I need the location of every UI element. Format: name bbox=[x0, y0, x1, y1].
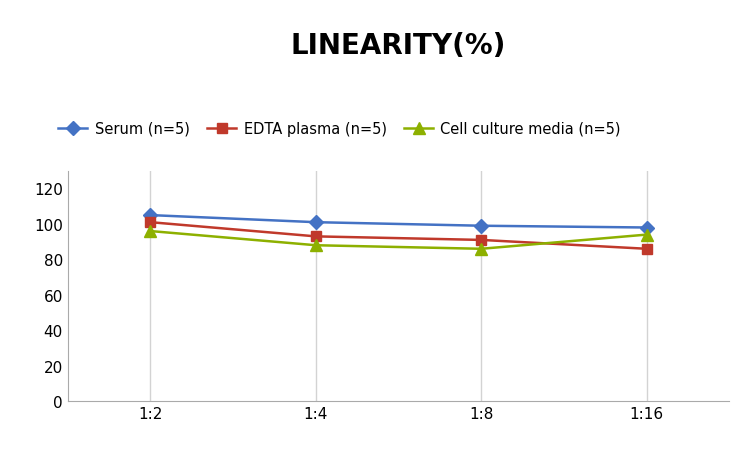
EDTA plasma (n=5) bbox=[146, 220, 155, 226]
Line: Serum (n=5): Serum (n=5) bbox=[146, 211, 651, 233]
Serum (n=5) bbox=[146, 213, 155, 218]
Cell culture media (n=5) bbox=[477, 247, 486, 252]
EDTA plasma (n=5) bbox=[642, 247, 651, 252]
Serum (n=5) bbox=[311, 220, 320, 226]
Text: LINEARITY(%): LINEARITY(%) bbox=[291, 32, 506, 60]
Line: EDTA plasma (n=5): EDTA plasma (n=5) bbox=[146, 218, 651, 254]
Cell culture media (n=5) bbox=[146, 229, 155, 234]
Cell culture media (n=5) bbox=[642, 232, 651, 238]
Serum (n=5) bbox=[477, 224, 486, 229]
EDTA plasma (n=5) bbox=[477, 238, 486, 243]
Serum (n=5) bbox=[642, 226, 651, 231]
Line: Cell culture media (n=5): Cell culture media (n=5) bbox=[145, 226, 652, 255]
Cell culture media (n=5) bbox=[311, 243, 320, 249]
EDTA plasma (n=5) bbox=[311, 234, 320, 239]
Legend: Serum (n=5), EDTA plasma (n=5), Cell culture media (n=5): Serum (n=5), EDTA plasma (n=5), Cell cul… bbox=[53, 115, 627, 142]
